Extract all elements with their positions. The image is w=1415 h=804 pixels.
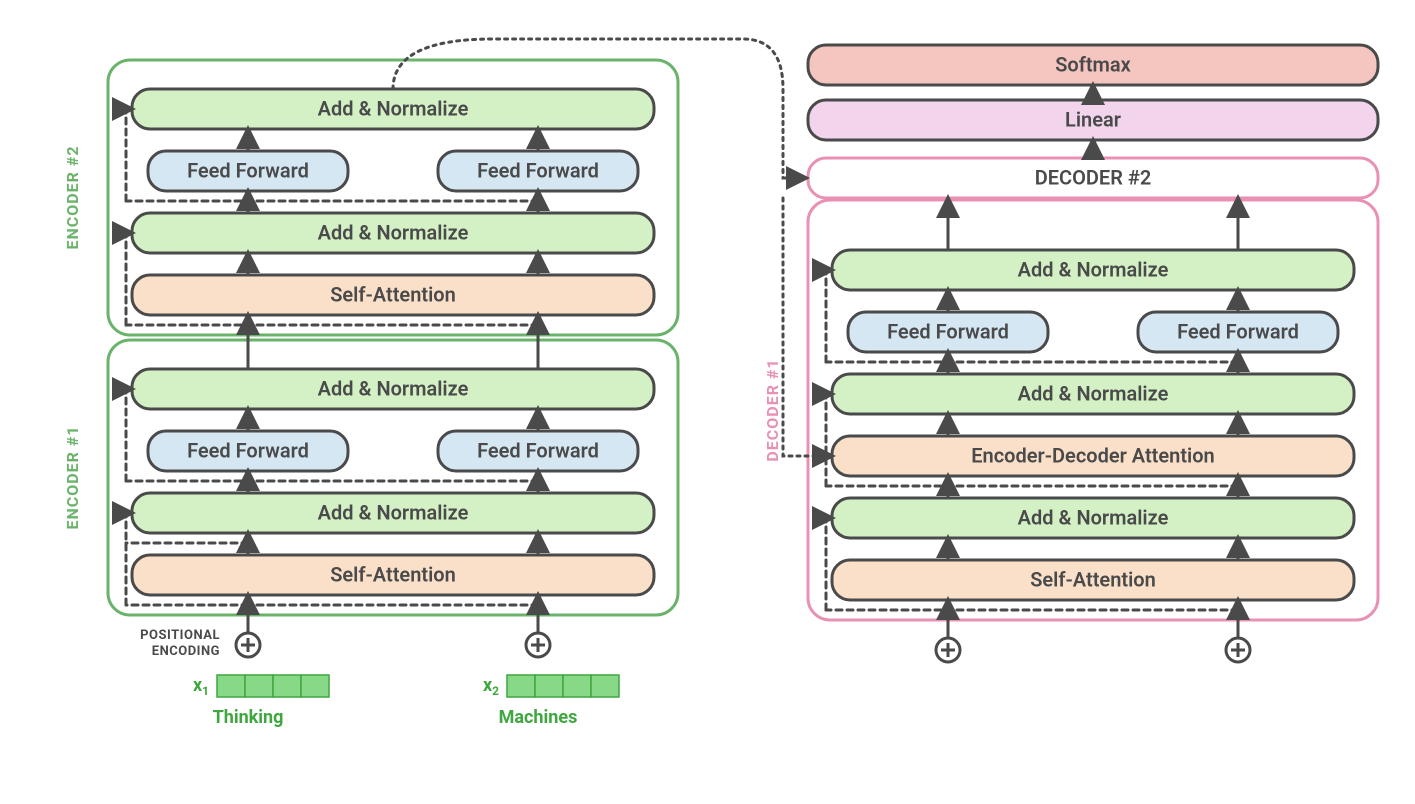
enc2-self-attention-label: Self-Attention — [330, 282, 456, 306]
dec1-addnorm-3-label: Add & Normalize — [1018, 257, 1169, 281]
encoder-1-label: ENCODER #1 — [63, 425, 82, 529]
linear-block-label: Linear — [1065, 107, 1121, 131]
x1-label: x1 — [193, 675, 209, 698]
enc1-addnorm-1-label: Add & Normalize — [318, 500, 469, 524]
softmax-block-label: Softmax — [1055, 52, 1131, 76]
thinking-label: Thinking — [213, 707, 284, 728]
encoding-label: ENCODING — [152, 644, 220, 659]
decoder-1-label: DECODER #1 — [763, 358, 782, 461]
enc1-ff-right-label: Feed Forward — [477, 438, 599, 462]
enc2-addnorm-1-label: Add & Normalize — [318, 220, 469, 244]
dec1-self-attention-label: Self-Attention — [1030, 567, 1156, 591]
encoder-2-label: ENCODER #2 — [63, 145, 82, 249]
enc2-ff-right-label: Feed Forward — [477, 158, 599, 182]
dec1-enc-dec-attention-label: Encoder-Decoder Attention — [971, 443, 1214, 467]
dec1-ff-left-label: Feed Forward — [887, 319, 1009, 343]
dec1-addnorm-2-label: Add & Normalize — [1018, 381, 1169, 405]
enc1-ff-left-label: Feed Forward — [187, 438, 309, 462]
machines-label: Machines — [499, 707, 578, 728]
enc2-ff-left-label: Feed Forward — [187, 158, 309, 182]
positional-label: POSITIONAL — [140, 628, 220, 643]
x2-label: x2 — [483, 675, 499, 698]
enc1-addnorm-2-label: Add & Normalize — [318, 376, 469, 400]
dec1-addnorm-1-label: Add & Normalize — [1018, 505, 1169, 529]
dec1-ff-right-label: Feed Forward — [1177, 319, 1299, 343]
enc2-addnorm-2-label: Add & Normalize — [318, 96, 469, 120]
decoder-2-label: DECODER #2 — [1035, 165, 1152, 189]
transformer-diagram: Self-Attention Add & Normalize Feed Forwar… — [0, 0, 1415, 804]
enc1-self-attention-label: Self-Attention — [330, 562, 456, 586]
